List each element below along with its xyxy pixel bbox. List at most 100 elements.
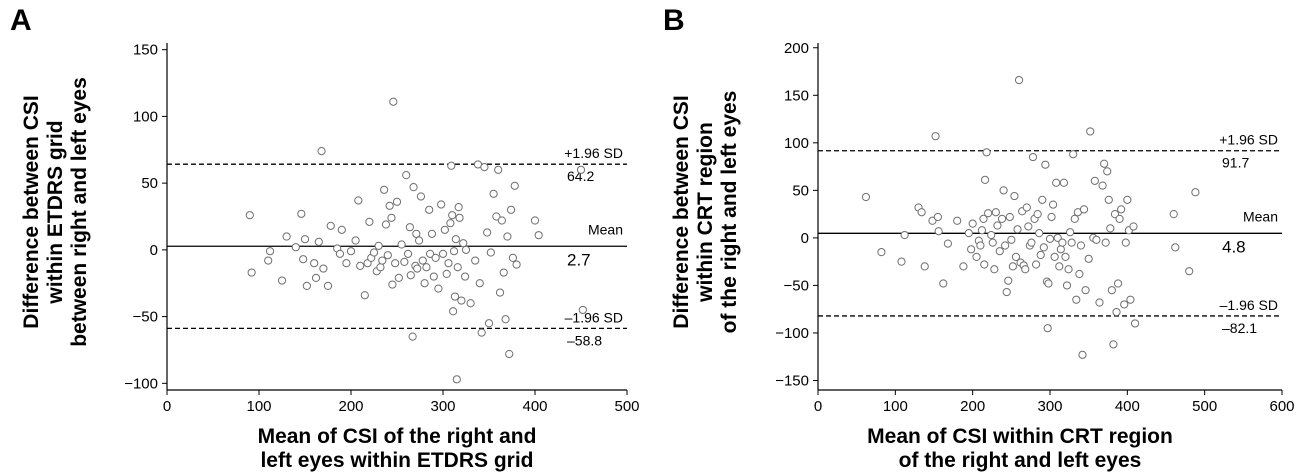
panel-a-data-point (483, 228, 492, 237)
panel-b-data-point (1064, 265, 1073, 274)
panel-b-data-point (1024, 222, 1033, 231)
panel-b-data-point (977, 226, 987, 235)
panel-b-data-point (1126, 295, 1135, 304)
panel-b-x-axis-title: Mean of CSI within CRT region of the rig… (867, 425, 1173, 472)
panel-a-data-point (277, 276, 287, 285)
panel-b-data-point (1095, 298, 1104, 307)
panel-b-data-point (933, 212, 942, 222)
panel-a-data-point (429, 272, 438, 281)
panel-b-data-point (861, 192, 871, 202)
panel-a-data-point (323, 281, 333, 290)
panel-a-y-tick-label: 50 (141, 175, 158, 192)
panel-a-data-point (391, 259, 400, 268)
panel-a-data-point (508, 253, 518, 262)
panel-b-data-point (1070, 214, 1079, 223)
panel-a-data-point (484, 319, 494, 328)
panel-a-data-point (302, 281, 311, 290)
panel-b-data-point (1056, 245, 1065, 254)
panel-b-y-tick-label: 50 (792, 182, 809, 199)
panel-a-upper-loa-label: +1.96 SD (564, 145, 623, 161)
panel-b-data-point (1086, 127, 1095, 136)
panel-a-data-point (397, 240, 406, 249)
panel-b-data-point (1022, 203, 1031, 212)
panel-a-data-point (413, 264, 422, 273)
panel-a: A Mean of CSI of the right and left eyes… (10, 4, 640, 472)
panel-b-data-point (1059, 178, 1069, 187)
panel-b-data-point (1058, 238, 1067, 247)
panel-a-data-point (446, 219, 455, 228)
panel-a-data-point (455, 213, 464, 222)
panel-b-data-point (1038, 195, 1047, 204)
panel-b-data-point (931, 132, 940, 141)
panel-a-data-point (501, 315, 510, 324)
panel-a-data-point (477, 328, 486, 337)
panel-a-x-tick-label: 400 (522, 398, 547, 415)
panel-b-lower-loa-value: –82.1 (1222, 320, 1257, 336)
panel-a-data-point (578, 305, 587, 315)
panel-a-x-tick-label: 200 (338, 398, 363, 415)
panel-a-data-point (385, 201, 394, 210)
panel-b-x-tick-label: 400 (1115, 398, 1140, 415)
panel-a-data-point (374, 241, 383, 250)
panel-b-y-tick-label: −150 (775, 372, 809, 389)
panel-b-data-point (1045, 234, 1055, 243)
panel-b-data-point (1039, 243, 1048, 252)
panel-a-data-point (444, 259, 453, 268)
panel-b-data-point (976, 241, 985, 250)
panel-b-data-point (1061, 252, 1070, 262)
panel-b-data-point (1021, 265, 1030, 274)
panel-b-data-point (987, 230, 996, 240)
panel-b-lower-loa-label: –1.96 SD (1220, 297, 1278, 313)
panel-a-data-point (297, 209, 306, 218)
panel-b-data-point (1104, 195, 1113, 204)
panel-b-data-point (1185, 267, 1194, 276)
panel-a-data-point (448, 211, 457, 220)
panel-a-data-point (503, 232, 512, 241)
panel-b-data-point (939, 279, 948, 288)
panel-a-data-point (326, 221, 335, 230)
panel-a-data-point (438, 249, 448, 258)
panel-a-data-point (449, 247, 459, 256)
panel-b-data-point (1067, 238, 1076, 247)
panel-b-data-point (1191, 188, 1200, 197)
panel-b-data-point (897, 257, 906, 266)
panel-b-data-point (1092, 235, 1101, 244)
panel-a-data-point (418, 256, 427, 265)
panel-b-y-tick-label: −50 (784, 277, 809, 294)
panel-b-upper-loa-value: 91.7 (1222, 155, 1249, 171)
panel-a-data-point (460, 272, 470, 281)
panel-b-data-point (1033, 210, 1042, 219)
panel-a-data-point (412, 229, 421, 238)
panel-a-y-tick-label: −100 (124, 375, 158, 392)
panel-b-data-point (1113, 279, 1123, 288)
panel-a-data-point (337, 225, 346, 234)
panel-b-data-point (953, 216, 962, 225)
panel-a-data-point (480, 163, 489, 172)
panel-b-data-point (979, 214, 988, 223)
panel-b-y-axis-title: Difference between CSI within CRT region… (670, 91, 741, 334)
panel-a-data-point (489, 189, 498, 198)
panel-b-data-point (967, 245, 976, 254)
panel-a-data-point (378, 256, 387, 265)
panel-b-y-tick-label: 0 (801, 230, 809, 247)
panel-a-data-point (387, 213, 396, 222)
panel-b-data-point (1010, 191, 1019, 201)
panel-a-data-point (425, 205, 434, 214)
panel-a-y-tick-label: 150 (133, 42, 158, 59)
panel-b-data-point (1106, 224, 1115, 233)
panel-b-mean-label: Mean (1243, 208, 1278, 224)
panel-b-data-point (1129, 222, 1138, 231)
panel-b-data-point (980, 260, 989, 269)
panel-b-data-point (1090, 176, 1099, 185)
panel-b-data-point (1043, 324, 1052, 333)
panel-a-data-point (426, 249, 435, 258)
panel-a-data-point (420, 279, 429, 288)
panel-a-data-point (380, 185, 389, 194)
panel-b-x-tick-label: 600 (1269, 398, 1294, 415)
panel-a-x-tick-label: 0 (163, 398, 171, 415)
panel-a-data-point (300, 235, 310, 244)
panel-a-data-point (466, 299, 475, 308)
panel-b-data-point (1011, 252, 1021, 262)
panel-a-data-point (356, 261, 365, 270)
